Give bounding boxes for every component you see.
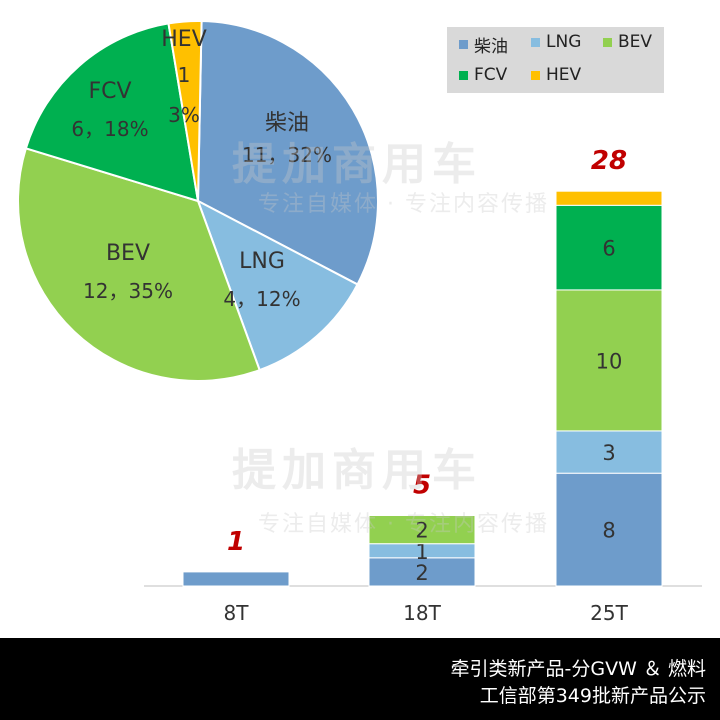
bar-total-label: 1 [227, 527, 245, 557]
bar-segment-label: 8 [602, 519, 615, 543]
pie-label-value-diesel: 11，32% [242, 143, 332, 167]
pie-label-value-hev: 1 [178, 63, 191, 87]
bar-segment-label: 10 [596, 349, 623, 373]
pie-label-value-lng: 4，12% [223, 287, 300, 311]
pie-label-name-fcv: FCV [88, 79, 131, 104]
bar-segment-label: 1 [415, 540, 428, 564]
footer-title: 牵引类新产品-分GVW ＆ 燃料 [450, 658, 706, 680]
bar-segment-diesel [555, 472, 663, 587]
bar-segment-lng [555, 430, 663, 474]
pie-label-value-bev: 12，35% [83, 279, 173, 303]
legend-label: HEV [546, 65, 582, 85]
legend-label: FCV [474, 65, 508, 85]
footer-bar: 牵引类新产品-分GVW ＆ 燃料 工信部第349批新产品公示 [0, 638, 720, 720]
pie-label-name-bev: BEV [106, 241, 150, 266]
pie-label-name-diesel: 柴油 [265, 111, 309, 136]
legend-item-fcv: FCV [459, 65, 507, 85]
legend-item-lng: LNG [531, 32, 581, 52]
chart-legend: 柴油 LNG BEV FCV HEV [447, 27, 664, 93]
bar-segment-fcv [555, 204, 663, 291]
legend-item-bev: BEV [603, 32, 652, 52]
bar-segment-hev [555, 190, 663, 206]
bar-segment-label: 2 [415, 519, 428, 543]
bar-total-label: 28 [591, 146, 627, 176]
legend-label: LNG [546, 32, 582, 52]
x-tick-label: 18T [403, 601, 441, 625]
pie-slice-diesel [196, 20, 379, 286]
x-tick-label: 25T [590, 601, 628, 625]
bar-segment-label: 3 [602, 441, 615, 465]
legend-swatch [459, 70, 468, 80]
legend-label: BEV [618, 32, 653, 52]
x-tick-label: 8T [224, 601, 250, 625]
legend-swatch [531, 70, 540, 80]
pie-slice-lng [196, 198, 359, 372]
bar-segment-label: 2 [415, 561, 428, 585]
legend-label: 柴油 [474, 37, 508, 57]
legend-swatch [531, 37, 540, 47]
pie-label-name-hev: HEV [161, 27, 207, 52]
legend-item-diesel: 柴油 [459, 32, 508, 57]
legend-swatch [603, 37, 612, 47]
pie-label-name-lng: LNG [239, 249, 285, 274]
bar-total-label: 5 [413, 471, 431, 501]
footer-source: 工信部第349批新产品公示 [479, 685, 706, 707]
bar-segment-bev [368, 515, 476, 545]
bar-segment-label: 6 [602, 237, 615, 261]
bar-segment-diesel [182, 571, 290, 587]
pie-slice-bev [17, 147, 261, 382]
legend-item-hev: HEV [531, 65, 581, 85]
legend-swatch [459, 40, 468, 49]
pie-slice-fcv [24, 22, 200, 203]
pie-label-percent-hev: 3% [168, 103, 200, 127]
chart-canvas: 柴油 11，32% LNG 4，12% BEV 12，35% FCV 6，18% HEV 1 3% 1… [17, 20, 702, 625]
bar-segment-diesel [368, 557, 476, 587]
pie-slice-hev [167, 20, 203, 202]
pie-label-value-fcv: 6，18% [71, 117, 148, 141]
